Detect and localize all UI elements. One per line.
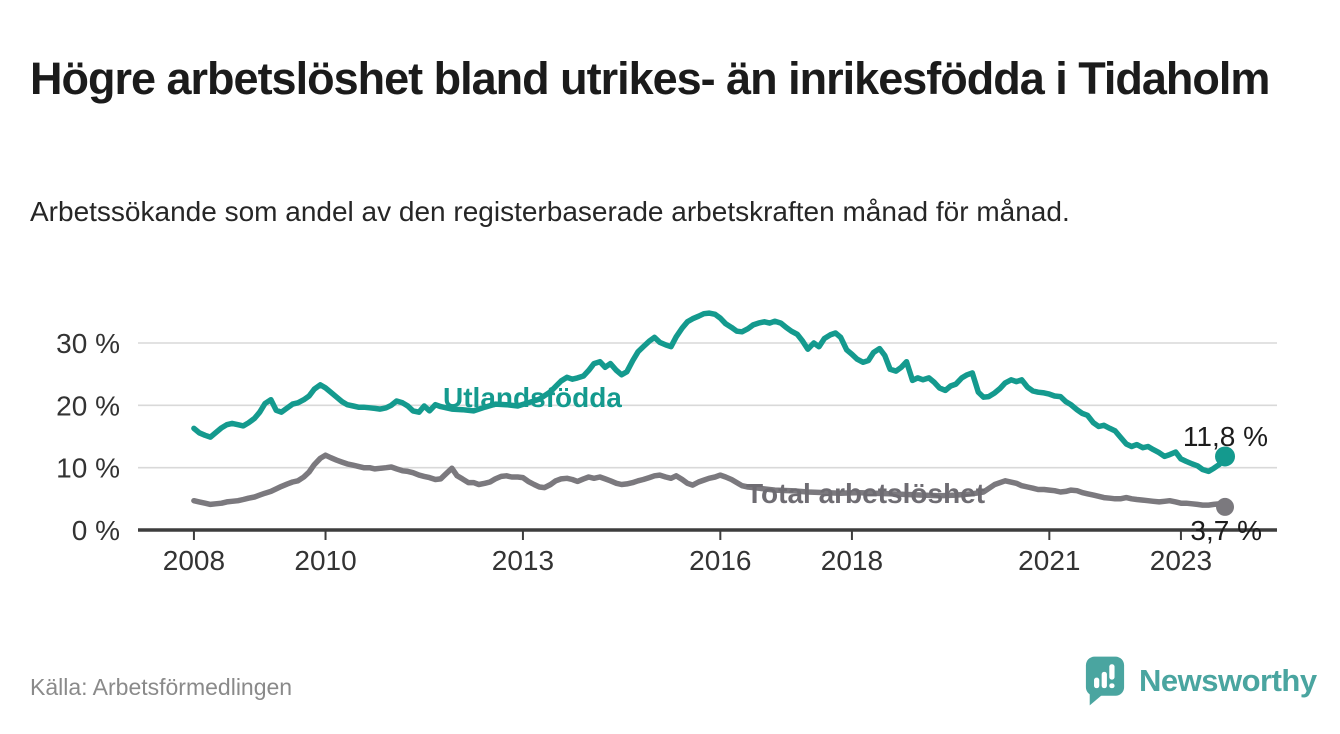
data-lines bbox=[191, 310, 1228, 510]
series-label-1: Total arbetslöshet bbox=[746, 478, 985, 509]
svg-text:2018: 2018 bbox=[821, 545, 883, 576]
series-end-value-labels: 11,8 % 3,7 % bbox=[1183, 421, 1268, 546]
series-label-0: Utlandsfödda bbox=[443, 382, 622, 413]
x-axis: 2008 2010 2013 2016 2018 2021 2023 bbox=[138, 528, 1277, 576]
end-dot-series-1 bbox=[1216, 497, 1235, 516]
svg-text:2010: 2010 bbox=[294, 545, 356, 576]
speech-bubble-bar-chart-icon bbox=[1085, 656, 1125, 706]
page-title: Högre arbetslöshet bland utrikes- än inr… bbox=[30, 53, 1270, 105]
newsworthy-logo[interactable]: Newsworthy bbox=[1084, 655, 1317, 707]
svg-text:10 %: 10 % bbox=[56, 453, 120, 484]
line-series-1 bbox=[191, 452, 1228, 510]
series-end-dots bbox=[1215, 446, 1236, 516]
end-value-label-1: 3,7 % bbox=[1190, 515, 1262, 546]
line-series-0 bbox=[191, 310, 1228, 475]
svg-text:2021: 2021 bbox=[1018, 545, 1080, 576]
gridlines bbox=[138, 342, 1277, 469]
page-subtitle: Arbetssökande som andel av den registerb… bbox=[30, 196, 1070, 227]
newsworthy-wordmark: Newsworthy bbox=[1139, 663, 1317, 698]
end-dot-series-0 bbox=[1215, 446, 1236, 467]
series-inline-labels: Utlandsfödda Total arbetslöshet bbox=[443, 382, 985, 509]
svg-text:2016: 2016 bbox=[689, 545, 751, 576]
svg-text:2023: 2023 bbox=[1150, 545, 1212, 576]
end-value-label-0: 11,8 % bbox=[1183, 421, 1268, 452]
svg-text:2008: 2008 bbox=[163, 545, 225, 576]
svg-text:2013: 2013 bbox=[492, 545, 554, 576]
source-note: Källa: Arbetsförmedlingen bbox=[30, 674, 293, 700]
svg-text:20 %: 20 % bbox=[56, 390, 120, 421]
unemployment-line-chart: 0 % 10 % 20 % 30 % 2008 2010 2013 2016 2018 2021… bbox=[56, 310, 1277, 576]
svg-text:0 %: 0 % bbox=[72, 515, 120, 546]
y-axis-tick-labels: 0 % 10 % 20 % 30 % bbox=[56, 328, 120, 546]
svg-text:30 %: 30 % bbox=[56, 328, 120, 359]
